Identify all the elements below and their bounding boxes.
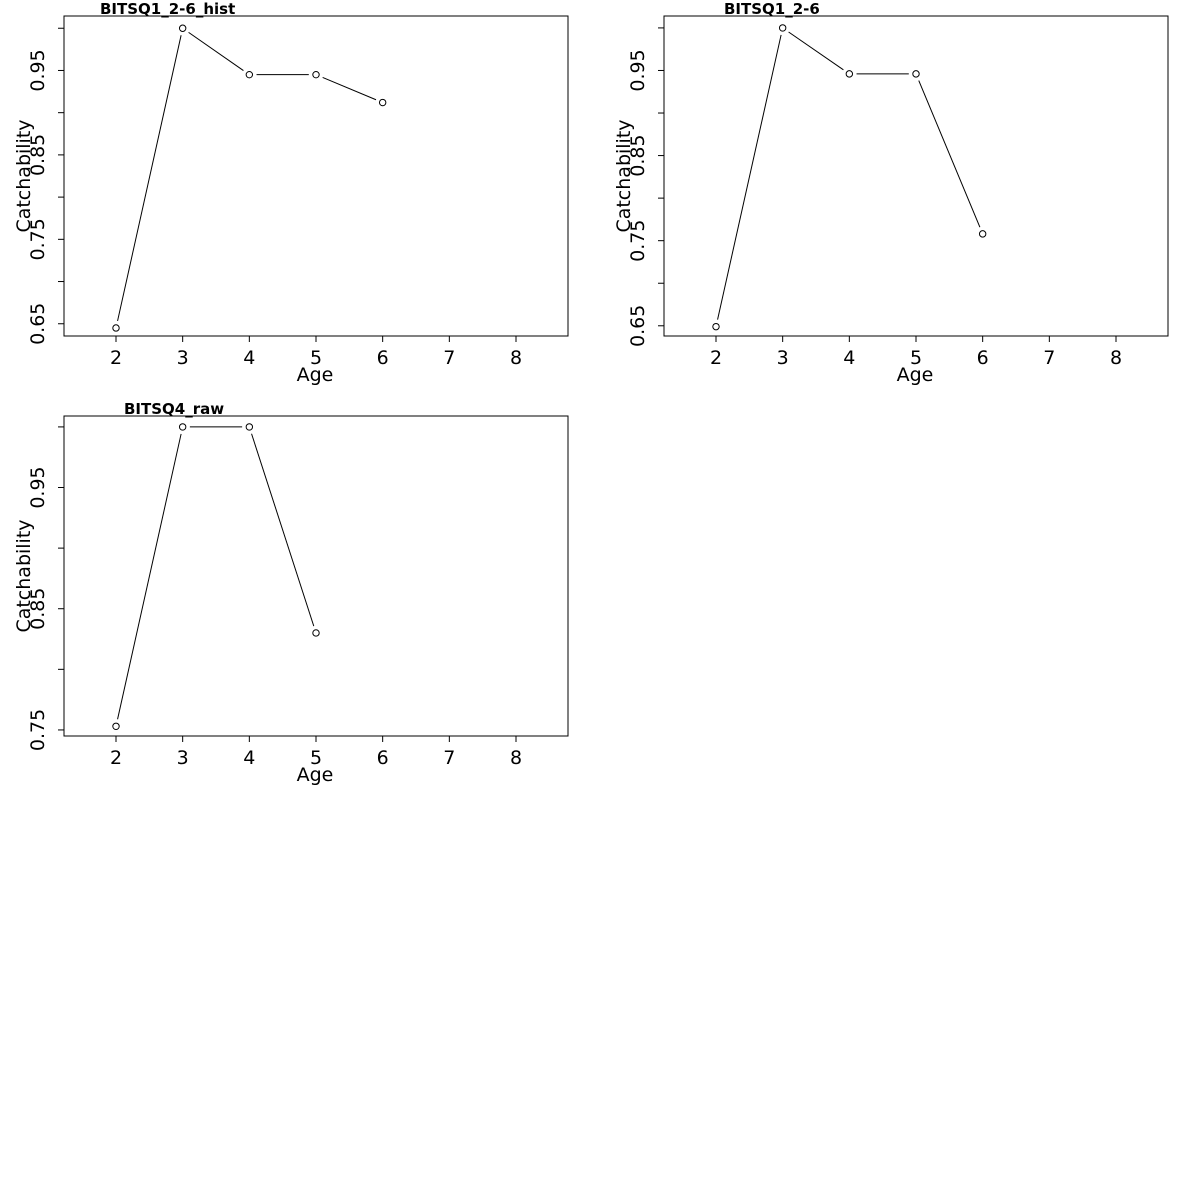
- x-tick-label: 8: [510, 347, 522, 369]
- chart-title: BITSQ1_2-6: [724, 0, 820, 18]
- data-point: [845, 70, 854, 78]
- y-tick-label: 0.85: [27, 134, 49, 176]
- y-tick-label: 0.85: [627, 134, 649, 176]
- y-tick-label: 0.65: [27, 303, 49, 345]
- plot-frame: [663, 15, 1169, 337]
- x-tick-label: 4: [243, 747, 255, 769]
- chart-title: BITSQ1_2-6_hist: [100, 0, 235, 18]
- series-segment: [117, 433, 182, 720]
- chart-panel: BITSQ4_raw 2 3 4 5 6 7 8 0.75 0.85 0.95 Age Catchabi…: [13, 400, 569, 786]
- y-tick-label: 0.95: [627, 49, 649, 91]
- data-point: [112, 324, 120, 332]
- x-axis-label: Age: [297, 364, 334, 386]
- x-tick-label: 7: [443, 347, 455, 369]
- x-tick-label: 2: [110, 747, 122, 769]
- x-tick-label: 2: [710, 347, 722, 369]
- y-axis-label: Catchability: [13, 519, 35, 632]
- series-segment: [918, 80, 981, 228]
- y-tick-label: 0.95: [27, 466, 49, 508]
- series-segment: [788, 31, 844, 71]
- x-tick-label: 6: [377, 747, 389, 769]
- series-segment: [322, 76, 377, 101]
- data-point: [178, 423, 187, 431]
- y-axis-label: Catchability: [13, 119, 35, 232]
- x-tick-label: 6: [977, 347, 989, 369]
- x-tick-label: 5: [910, 347, 922, 369]
- series-segment: [717, 34, 782, 320]
- x-tick-label: 7: [443, 747, 455, 769]
- data-point: [912, 70, 920, 78]
- y-axis-label: Catchability: [613, 119, 635, 232]
- series-segment: [188, 31, 244, 71]
- data-point: [978, 230, 987, 238]
- data-point: [778, 24, 787, 32]
- series-segment: [251, 433, 315, 627]
- x-tick-label: 8: [510, 747, 522, 769]
- y-tick-label: 0.65: [627, 305, 649, 347]
- data-point: [245, 70, 254, 79]
- x-tick-label: 7: [1043, 347, 1055, 369]
- y-tick-label: 0.95: [27, 49, 49, 91]
- x-tick-label: 3: [777, 347, 789, 369]
- plot-frame: [63, 15, 569, 337]
- data-point: [245, 423, 254, 431]
- data-point: [112, 722, 120, 731]
- series-segment: [117, 35, 182, 322]
- x-tick-label: 3: [177, 347, 189, 369]
- x-tick-label: 5: [310, 747, 322, 769]
- x-tick-label: 8: [1110, 347, 1122, 369]
- data-point: [712, 322, 720, 331]
- data-point: [312, 70, 320, 79]
- data-point: [312, 629, 320, 637]
- chart-panel: BITSQ1_2-6_hist 2 3 4 5 6 7 8 0.65 0.75 0.85 0.95 Ag…: [13, 0, 569, 386]
- x-tick-label: 4: [243, 347, 255, 369]
- chart-panel: BITSQ1_2-6 2 3 4 5 6 7 8 0.65 0.75 0.85 0.95 Age Catc…: [613, 0, 1169, 386]
- x-axis-label: Age: [297, 764, 334, 786]
- x-tick-label: 5: [310, 347, 322, 369]
- y-tick-label: 0.75: [627, 220, 649, 262]
- plot-frame: [63, 415, 569, 737]
- x-axis-label: Age: [897, 364, 934, 386]
- y-tick-label: 0.75: [27, 218, 49, 260]
- data-point: [178, 24, 187, 32]
- x-tick-label: 3: [177, 747, 189, 769]
- chart-title: BITSQ4_raw: [124, 400, 224, 418]
- y-tick-label: 0.75: [27, 709, 49, 751]
- y-tick-label: 0.85: [27, 588, 49, 630]
- x-tick-label: 2: [110, 347, 122, 369]
- x-tick-label: 4: [843, 347, 855, 369]
- data-point: [378, 98, 387, 107]
- x-tick-label: 6: [377, 347, 389, 369]
